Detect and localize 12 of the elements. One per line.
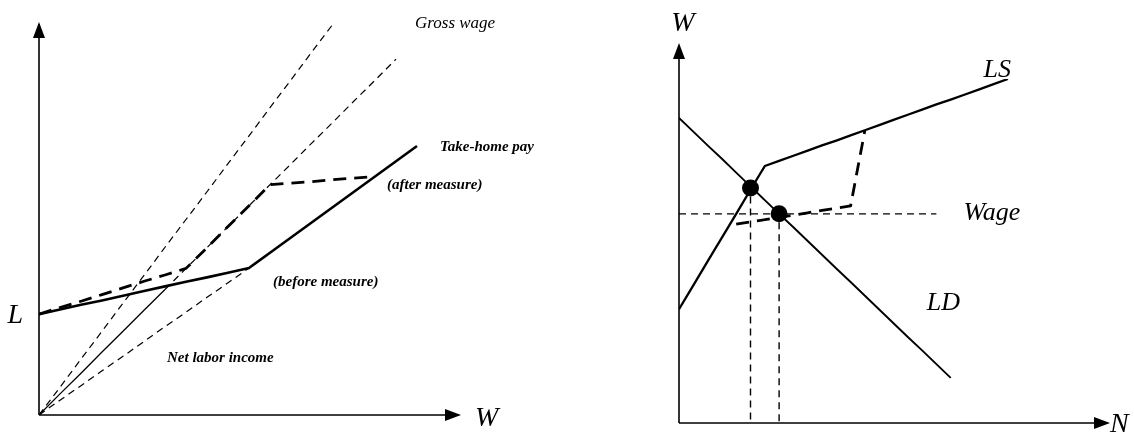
y-axis-title: W [671, 6, 698, 37]
text: L [6, 298, 23, 329]
annotation: Net labor income [166, 349, 274, 365]
annotation: Take-home pay [440, 138, 535, 154]
series-label: Gross wage [415, 13, 496, 33]
series-label: LS [982, 54, 1011, 83]
x-axis-title: N [1109, 407, 1130, 437]
series-label: Wage [963, 196, 1021, 226]
series-label: (after measure) [387, 176, 483, 194]
series-label: LD [925, 286, 961, 316]
series-label: (before measure) [273, 272, 379, 290]
x-axis-title: W [475, 401, 501, 432]
